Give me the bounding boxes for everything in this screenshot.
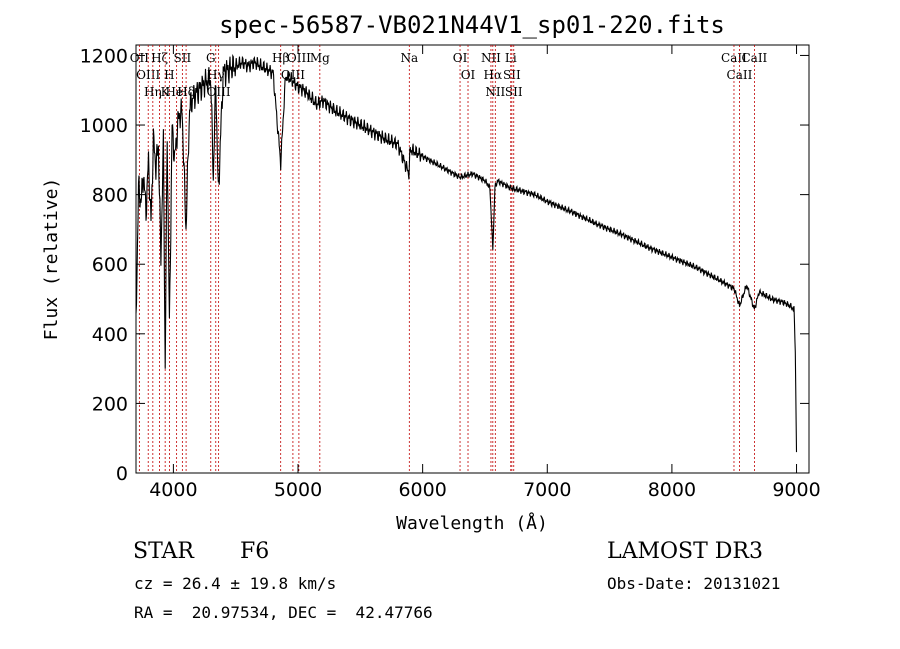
line-label: CaII — [721, 51, 747, 65]
line-label: G — [206, 51, 216, 65]
line-label: Hγ — [207, 68, 225, 82]
line-label: H — [164, 68, 174, 82]
y-tick-label: 0 — [116, 463, 128, 485]
line-label: CaII — [741, 51, 767, 65]
y-axis-label: Flux (relative) — [41, 178, 62, 341]
survey-name: LAMOST DR3 — [607, 539, 763, 564]
y-tick-label: 400 — [92, 324, 128, 346]
spectrum-line — [135, 53, 798, 453]
line-label: NII — [481, 51, 501, 65]
plot-frame — [135, 44, 810, 474]
y-axis-ticks: 0 200 400 600 800 1000 1200 — [80, 45, 809, 485]
x-tick-label: 7000 — [523, 479, 571, 501]
line-label: Mg — [310, 51, 330, 65]
line-label: Hδ — [177, 85, 195, 99]
line-label: OI — [461, 68, 476, 82]
y-tick-label: 1200 — [80, 45, 128, 67]
line-label: SII — [503, 68, 521, 82]
y-tick-label: 800 — [92, 185, 128, 207]
object-class: STAR — [133, 539, 194, 564]
x-axis-ticks: 4000 5000 6000 7000 8000 9000 — [149, 45, 821, 501]
line-label: Na — [400, 51, 418, 65]
line-label: CaII — [727, 68, 753, 82]
obs-date: Obs-Date: 20131021 — [607, 574, 781, 593]
line-label: OIII — [287, 51, 311, 65]
line-label: Hβ — [272, 51, 289, 65]
line-label: Hζ — [151, 51, 168, 65]
line-label: Hα — [484, 68, 503, 82]
line-label: Li — [505, 51, 517, 65]
y-tick-label: 1000 — [80, 115, 128, 137]
x-tick-label: 9000 — [772, 479, 820, 501]
redshift-readout: cz = 26.4 ± 19.8 km/s — [134, 574, 337, 593]
object-subclass: F6 — [240, 539, 270, 564]
y-tick-label: 200 — [92, 393, 128, 415]
line-label: K — [161, 85, 171, 99]
line-label: SII — [505, 85, 523, 99]
line-label: OII — [130, 51, 150, 65]
line-label: OI — [453, 51, 468, 65]
line-label: HeI — [165, 85, 188, 99]
x-tick-label: 6000 — [398, 479, 446, 501]
line-label: Hη — [144, 85, 162, 99]
x-axis-label: Wavelength (Å) — [396, 512, 548, 534]
line-label: OIII — [207, 85, 231, 99]
coordinates: RA = 20.97534, DEC = 42.47766 — [134, 603, 433, 622]
line-label: OIII — [136, 68, 160, 82]
chart-title: spec-56587-VB021N44V1_sp01-220.fits — [219, 11, 725, 39]
y-tick-label: 600 — [92, 254, 128, 276]
x-tick-label: 8000 — [648, 479, 696, 501]
x-tick-label: 4000 — [149, 479, 197, 501]
line-label: NII — [485, 85, 505, 99]
emission-line-markers: OIIOIIIHηHζKHHeISIIHδGHγOIIIHβOIIIOIIIMg… — [130, 45, 768, 473]
x-tick-label: 5000 — [274, 479, 322, 501]
line-label: SII — [174, 51, 192, 65]
